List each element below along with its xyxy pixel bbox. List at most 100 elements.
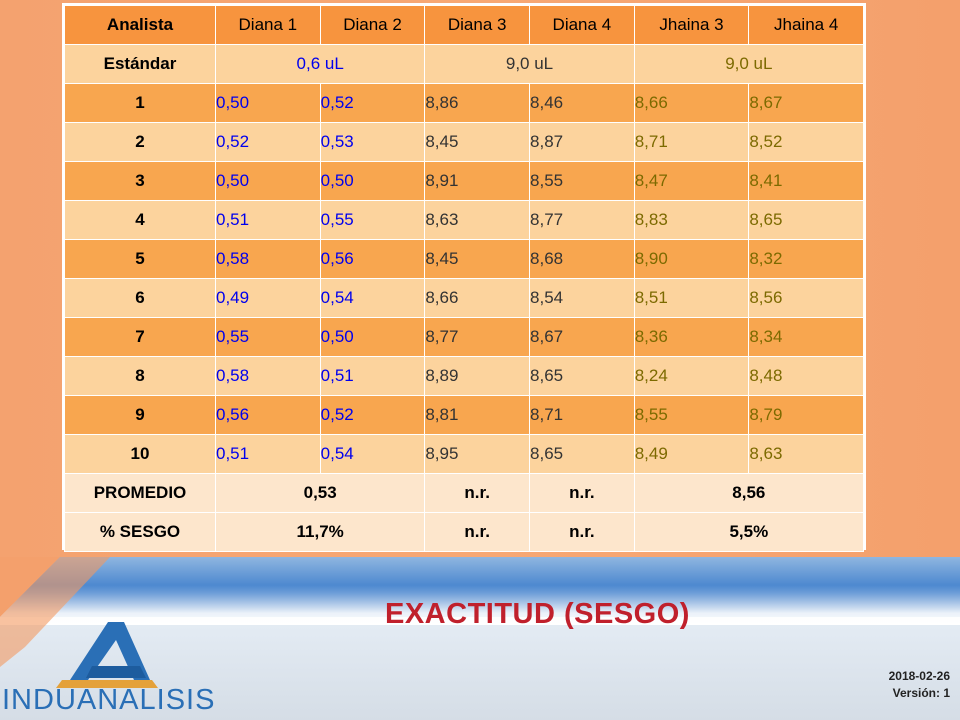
sesgo-value: n.r.	[424, 512, 531, 552]
table-cell: 8,66	[633, 83, 750, 123]
header-cell: Analista	[64, 5, 216, 45]
table-cell: 8,83	[633, 200, 750, 240]
table-cell: 0,52	[215, 122, 321, 162]
table-cell: 8,55	[633, 395, 750, 435]
slide-version: Versión: 1	[892, 686, 950, 700]
table-cell: 8,87	[529, 122, 635, 162]
table-cell: 0,51	[215, 434, 321, 474]
orange-stripe-shape	[0, 557, 110, 667]
table-cell: 8,89	[424, 356, 531, 396]
row-number: 4	[64, 200, 216, 240]
table-row: 2 0,52 0,53 8,45 8,87 8,71 8,52	[64, 122, 864, 162]
table-cell: 8,45	[424, 122, 531, 162]
promedio-value: n.r.	[424, 473, 531, 513]
table-cell: 8,67	[748, 83, 864, 123]
table-body: Analista Diana 1 Diana 2 Diana 3 Diana 4…	[64, 5, 865, 552]
logo-text: INDUANALISIS	[2, 684, 216, 716]
table-cell: 8,52	[748, 122, 864, 162]
slide-title: EXACTITUD (SESGO)	[385, 598, 690, 630]
table-cell: 8,65	[529, 356, 635, 396]
row-number: 2	[64, 122, 216, 162]
table-cell: 8,67	[529, 317, 635, 357]
table-row: 9 0,56 0,52 8,81 8,71 8,55 8,79	[64, 395, 864, 435]
sesgo-value: 11,7%	[214, 512, 426, 552]
row-number: 1	[64, 83, 216, 123]
table-row: 6 0,49 0,54 8,66 8,54 8,51 8,56	[64, 278, 864, 318]
table-cell: 8,51	[633, 278, 750, 318]
table-cell: 8,81	[424, 395, 531, 435]
table-cell: 0,50	[319, 161, 426, 201]
header-cell: Jhaina 4	[748, 5, 864, 45]
header-row: Analista Diana 1 Diana 2 Diana 3 Diana 4…	[64, 5, 864, 45]
table-row: 7 0,55 0,50 8,77 8,67 8,36 8,34	[64, 317, 864, 357]
table-cell: 0,51	[215, 200, 321, 240]
table-cell: 8,32	[748, 239, 864, 279]
row-number: 7	[64, 317, 216, 357]
header-cell: Diana 1	[215, 5, 321, 45]
promedio-value: n.r.	[529, 473, 635, 513]
table-cell: 0,58	[215, 356, 321, 396]
table-cell: 8,56	[748, 278, 864, 318]
table-cell: 0,56	[215, 395, 321, 435]
header-cell: Diana 2	[319, 5, 426, 45]
orange-accent-shapes	[0, 557, 110, 667]
promedio-value: 0,53	[214, 473, 426, 513]
table-cell: 8,65	[529, 434, 635, 474]
table-cell: 0,55	[319, 200, 426, 240]
sesgo-label: % SESGO	[64, 512, 216, 552]
footer-band	[0, 557, 960, 720]
table-cell: 8,79	[748, 395, 864, 435]
sesgo-value: n.r.	[529, 512, 635, 552]
promedio-row: PROMEDIO 0,53 n.r. n.r. 8,56	[64, 473, 865, 513]
table-cell: 8,77	[424, 317, 531, 357]
table-row: 4 0,51 0,55 8,63 8,77 8,83 8,65	[64, 200, 864, 240]
table-cell: 8,46	[529, 83, 635, 123]
table-cell: 8,63	[424, 200, 531, 240]
table-cell: 0,50	[319, 317, 426, 357]
table-cell: 0,50	[215, 161, 321, 201]
table-cell: 8,65	[748, 200, 864, 240]
table-cell: 8,36	[633, 317, 750, 357]
table-cell: 8,41	[748, 161, 864, 201]
table-row: 3 0,50 0,50 8,91 8,55 8,47 8,41	[64, 161, 864, 201]
table-cell: 8,63	[748, 434, 864, 474]
slide-meta: 2018-02-26 Versión: 1	[889, 668, 950, 702]
row-number: 3	[64, 161, 216, 201]
row-number: 6	[64, 278, 216, 318]
sesgo-value: 5,5%	[633, 512, 865, 552]
table-cell: 8,95	[424, 434, 531, 474]
header-cell: Diana 4	[529, 5, 635, 45]
table-cell: 8,47	[633, 161, 750, 201]
table-cell: 0,58	[215, 239, 321, 279]
table-cell: 8,55	[529, 161, 635, 201]
table-row: 5 0,58 0,56 8,45 8,68 8,90 8,32	[64, 239, 864, 279]
table-cell: 8,71	[529, 395, 635, 435]
standard-value: 9,0 uL	[633, 44, 865, 84]
induanalisis-logo-icon	[56, 622, 158, 688]
table-row: 10 0,51 0,54 8,95 8,65 8,49 8,63	[64, 434, 864, 474]
table-cell: 8,34	[748, 317, 864, 357]
header-cell: Jhaina 3	[633, 5, 750, 45]
standard-value: 0,6 uL	[214, 44, 426, 84]
table-cell: 8,77	[529, 200, 635, 240]
promedio-value: 8,56	[633, 473, 865, 513]
promedio-label: PROMEDIO	[64, 473, 216, 513]
standard-label: Estándar	[64, 44, 216, 84]
row-number: 8	[64, 356, 216, 396]
table-cell: 8,49	[633, 434, 750, 474]
table-row: 1 0,50 0,52 8,86 8,46 8,66 8,67	[64, 83, 864, 123]
table-cell: 0,52	[319, 83, 426, 123]
table-cell: 0,54	[319, 278, 426, 318]
table-cell: 0,49	[215, 278, 321, 318]
row-number: 10	[64, 434, 216, 474]
table-cell: 8,86	[424, 83, 531, 123]
header-cell: Diana 3	[424, 5, 531, 45]
table-cell: 0,50	[215, 83, 321, 123]
slide-date: 2018-02-26	[888, 669, 950, 683]
table-cell: 8,71	[633, 122, 750, 162]
row-number: 5	[64, 239, 216, 279]
exactitud-table: Analista Diana 1 Diana 2 Diana 3 Diana 4…	[64, 5, 865, 552]
table-cell: 0,56	[319, 239, 426, 279]
table-cell: 8,66	[424, 278, 531, 318]
white-sweep	[0, 585, 960, 625]
